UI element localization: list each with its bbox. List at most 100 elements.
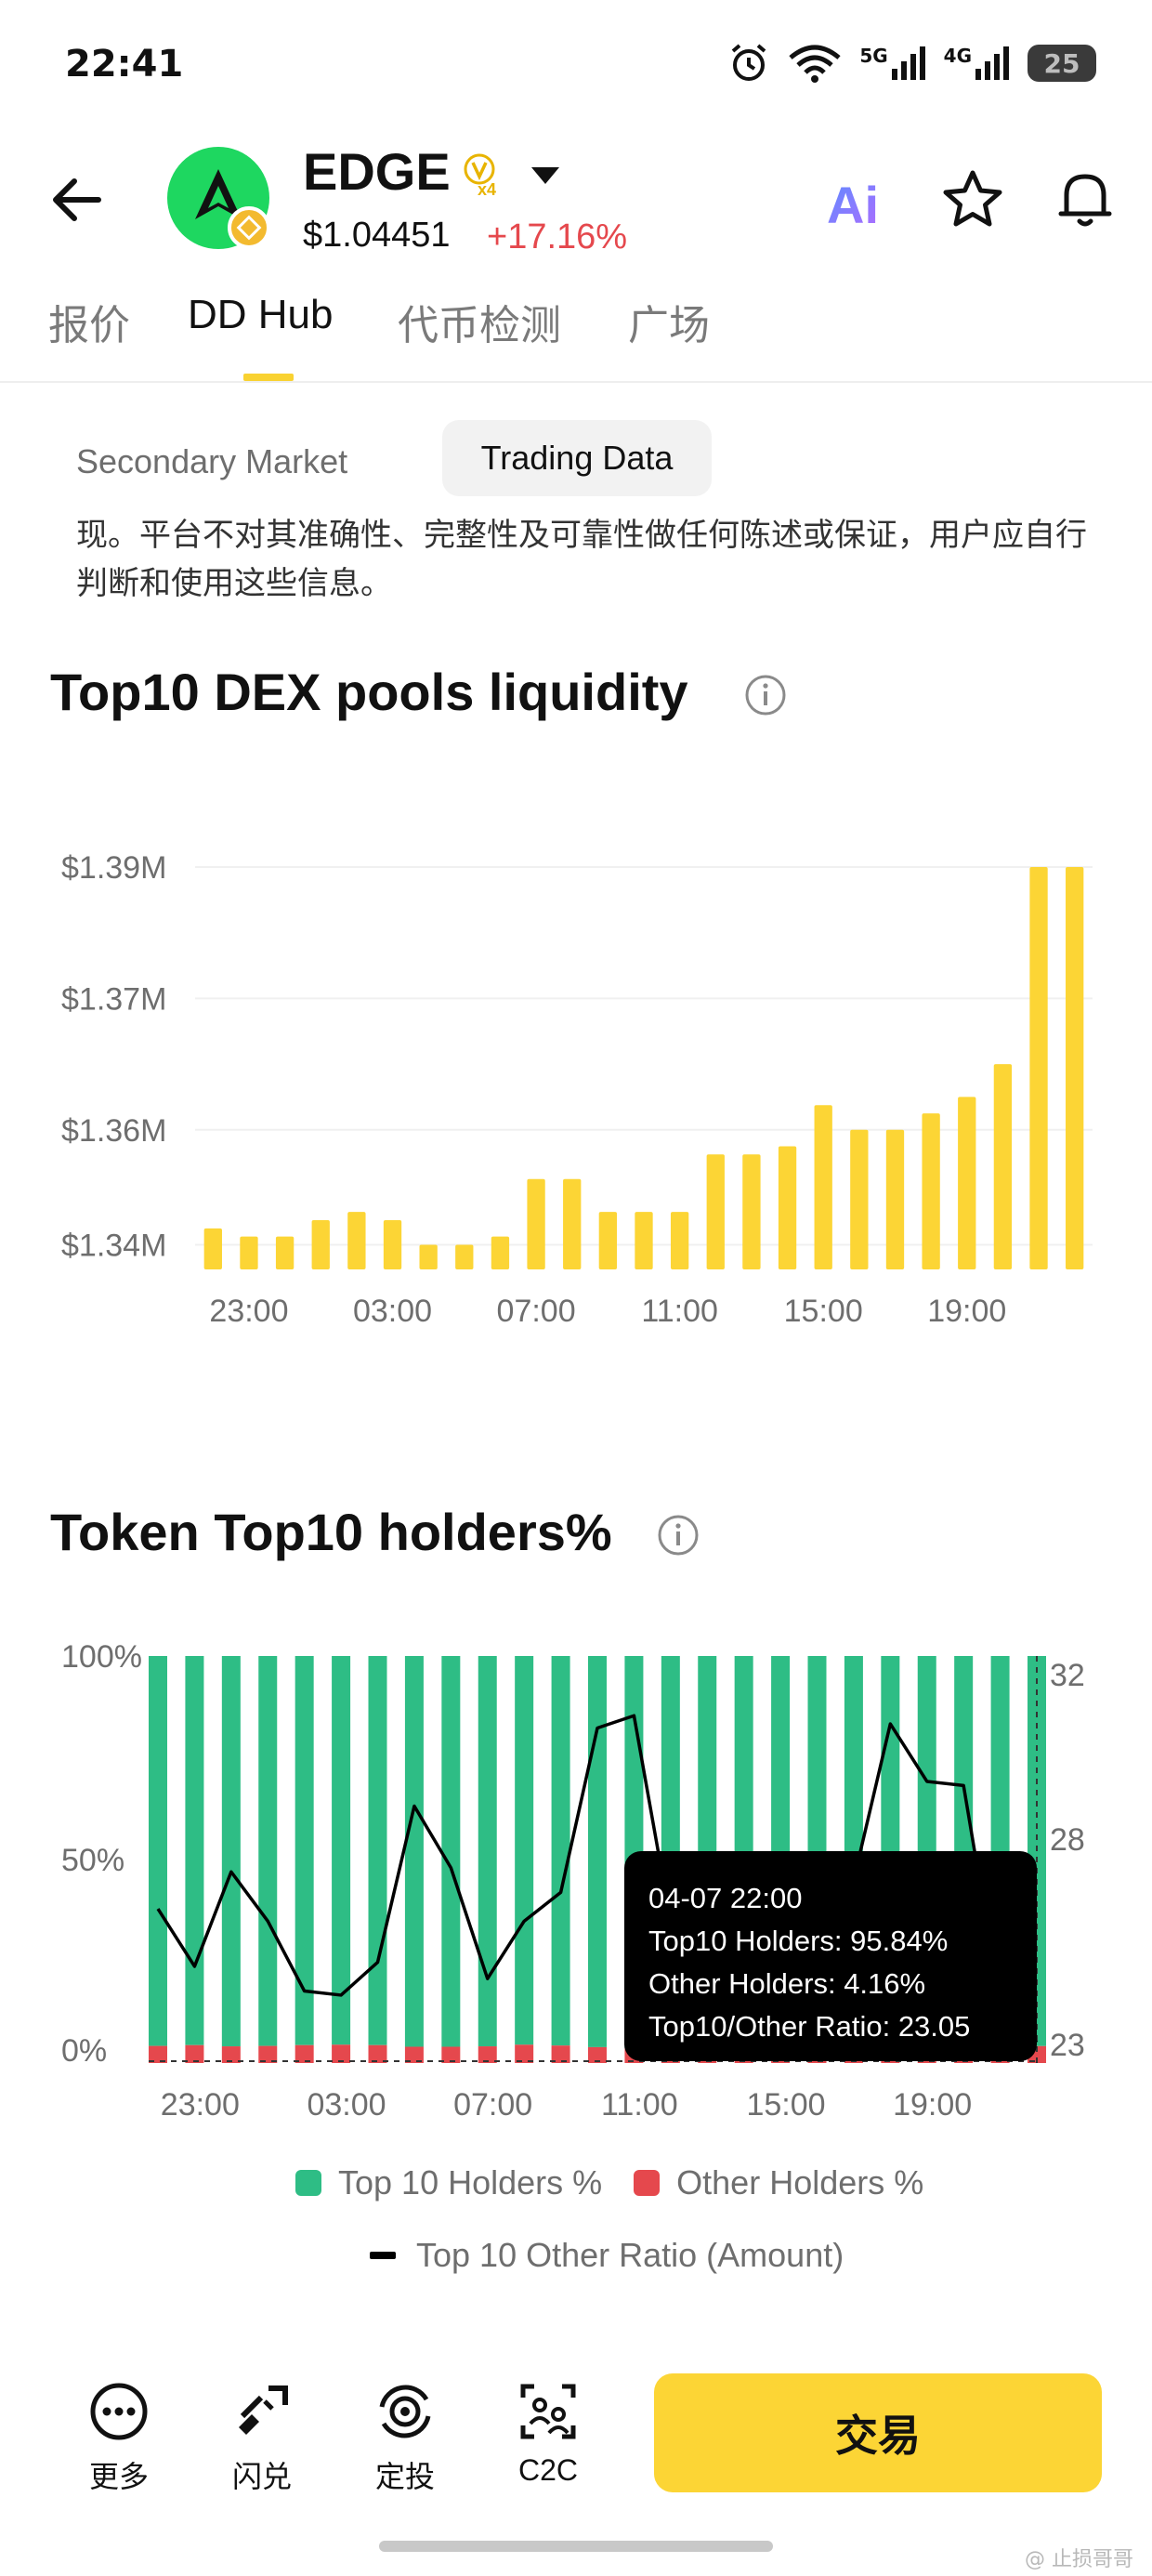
x-tick-label: 11:00 [601,2087,678,2119]
tooltip-date: 04-07 22:00 [648,1882,803,1914]
token-price: $1.04451 [303,216,451,255]
dca-label: 定投 [374,2459,435,2494]
liquidity-bar [885,1129,905,1269]
x-tick-label: 11:00 [641,1294,718,1329]
swap-label: 闪兑 [231,2459,292,2494]
tooltip-top10: Top10 Holders: 95.84% [648,1925,949,1957]
dca-button[interactable]: 定投 [349,2379,461,2496]
liquidity-bar [527,1178,545,1269]
tooltip-other: Other Holders: 4.16% [648,1967,926,2000]
liquidity-bar [993,1064,1013,1269]
legend-ratio-label[interactable]: Top 10 Other Ratio (Amount) [416,2236,844,2274]
y-right-tick-label: 32 [1050,1658,1085,1693]
y-left-tick-label: 100% [61,1639,142,1675]
edge-logo-icon [195,169,242,219]
info-icon[interactable] [743,673,788,717]
other-holders-bar [295,2044,314,2063]
liquidity-bar [635,1212,653,1269]
swap-icon [239,2385,288,2435]
token-symbol: EDGE [303,142,451,201]
liquidity-title: Top10 DEX pools liquidity [50,663,688,721]
other-holders-bar [404,2046,424,2063]
status-icons: 5G 4G 25 [727,41,1096,85]
tab-dd-hub[interactable]: DD Hub [188,292,334,337]
x-tick-label: 19:00 [927,1294,1006,1329]
top10-holders-bar [588,1656,607,2047]
liquidity-chart: $1.39M $1.37M $1.36M $1.34M 23:00 03:00 07:00… [61,850,1093,1329]
more-label: 更多 [88,2459,149,2494]
x-tick-label: 23:00 [161,2087,240,2119]
y-right-tick-label: 28 [1050,1822,1085,1858]
info-icon[interactable] [656,1513,700,1557]
holders-title: Token Top10 holders% [50,1503,612,1561]
liquidity-bar [850,1129,869,1269]
x-tick-label: 15:00 [746,2087,825,2119]
y-tick-label: $1.39M [61,850,166,886]
legend-swatch-top10 [295,2170,321,2196]
liquidity-bar [598,1212,618,1269]
y-left-tick-label: 0% [61,2033,107,2069]
tab-token-check[interactable]: 代币检测 [398,302,561,349]
bell-icon[interactable] [1052,165,1119,232]
legend-other-label[interactable]: Other Holders % [676,2163,924,2201]
leverage-badge-icon: x4 [464,153,496,197]
chevron-down-icon[interactable] [530,164,561,188]
dca-icon [379,2385,431,2438]
other-holders-bar [368,2044,387,2063]
liquidity-bar [419,1244,438,1269]
other-holders-bar [515,2044,534,2063]
liquidity-bar [563,1178,582,1269]
liquidity-bar [383,1219,402,1269]
legend-swatch-other [634,2170,661,2196]
y-tick-label: $1.37M [61,981,166,1017]
home-indicator[interactable] [379,2541,773,2552]
tab-square[interactable]: 广场 [628,302,710,349]
ai-assistant-button[interactable]: Ai [827,176,879,234]
other-holders-bar [588,2046,607,2063]
y-tick-label: $1.34M [61,1228,166,1263]
c2c-icon [520,2384,576,2439]
c2c-button[interactable]: C2C [492,2379,604,2488]
liquidity-bar [706,1154,725,1269]
y-tick-label: $1.36M [61,1113,166,1149]
liquidity-bar [455,1244,474,1269]
disclaimer-text: 现。平台不对其准确性、完整性及可靠性做任何陈述或保证，用户应自行判断和使用这些信… [76,517,1087,602]
watermark: @ 止损哥哥 [1025,2548,1133,2571]
active-tab-indicator [243,374,294,381]
y-left-tick-label: 50% [61,1843,124,1878]
other-holders-bar [478,2046,497,2063]
star-icon[interactable] [940,167,1005,232]
x-tick-label: 07:00 [453,2087,532,2119]
top10-holders-bar [149,1656,167,2046]
top10-holders-bar [295,1656,314,2045]
network-5g-label: 5G [859,45,888,67]
top10-holders-bar [551,1656,570,2046]
signal-5g-icon: 5G [859,45,926,82]
legend-row-1: Top 10 Holders % Other Holders % [295,2163,923,2202]
more-button[interactable]: 更多 [63,2379,175,2496]
liquidity-bar [240,1236,258,1269]
other-holders-bar [258,2045,278,2063]
subtab-trading-data[interactable]: Trading Data [442,420,712,496]
chart-tooltip: 04-07 22:00 Top10 Holders: 95.84% Other … [624,1851,1037,2061]
top10-holders-bar [185,1656,204,2045]
legend-top10-label[interactable]: Top 10 Holders % [338,2163,603,2201]
liquidity-bar [958,1097,976,1269]
liquidity-bar [922,1113,940,1269]
x-tick-label: 19:00 [893,2087,972,2119]
holders-chart[interactable]: 100% 50% 0% 32 28 23 23:00 03:00 07:00 11:00 15:0… [0,1636,1152,2119]
subtab-secondary-market[interactable]: Secondary Market [76,442,348,480]
liquidity-bar [1029,867,1048,1269]
back-button[interactable] [46,167,111,232]
c2c-label: C2C [517,2453,578,2487]
signal-4g-icon: 4G [944,45,1011,82]
battery-indicator: 25 [1028,45,1096,82]
ratio-line [156,1714,1039,2044]
wifi-icon [789,45,841,83]
liquidity-bar [1066,867,1084,1269]
y-right-tick-label: 23 [1050,2028,1085,2063]
trade-button[interactable]: 交易 [654,2373,1102,2492]
tab-quote[interactable]: 报价 [48,302,130,349]
swap-button[interactable]: 闪兑 [206,2379,318,2496]
other-holders-bar [551,2045,570,2063]
